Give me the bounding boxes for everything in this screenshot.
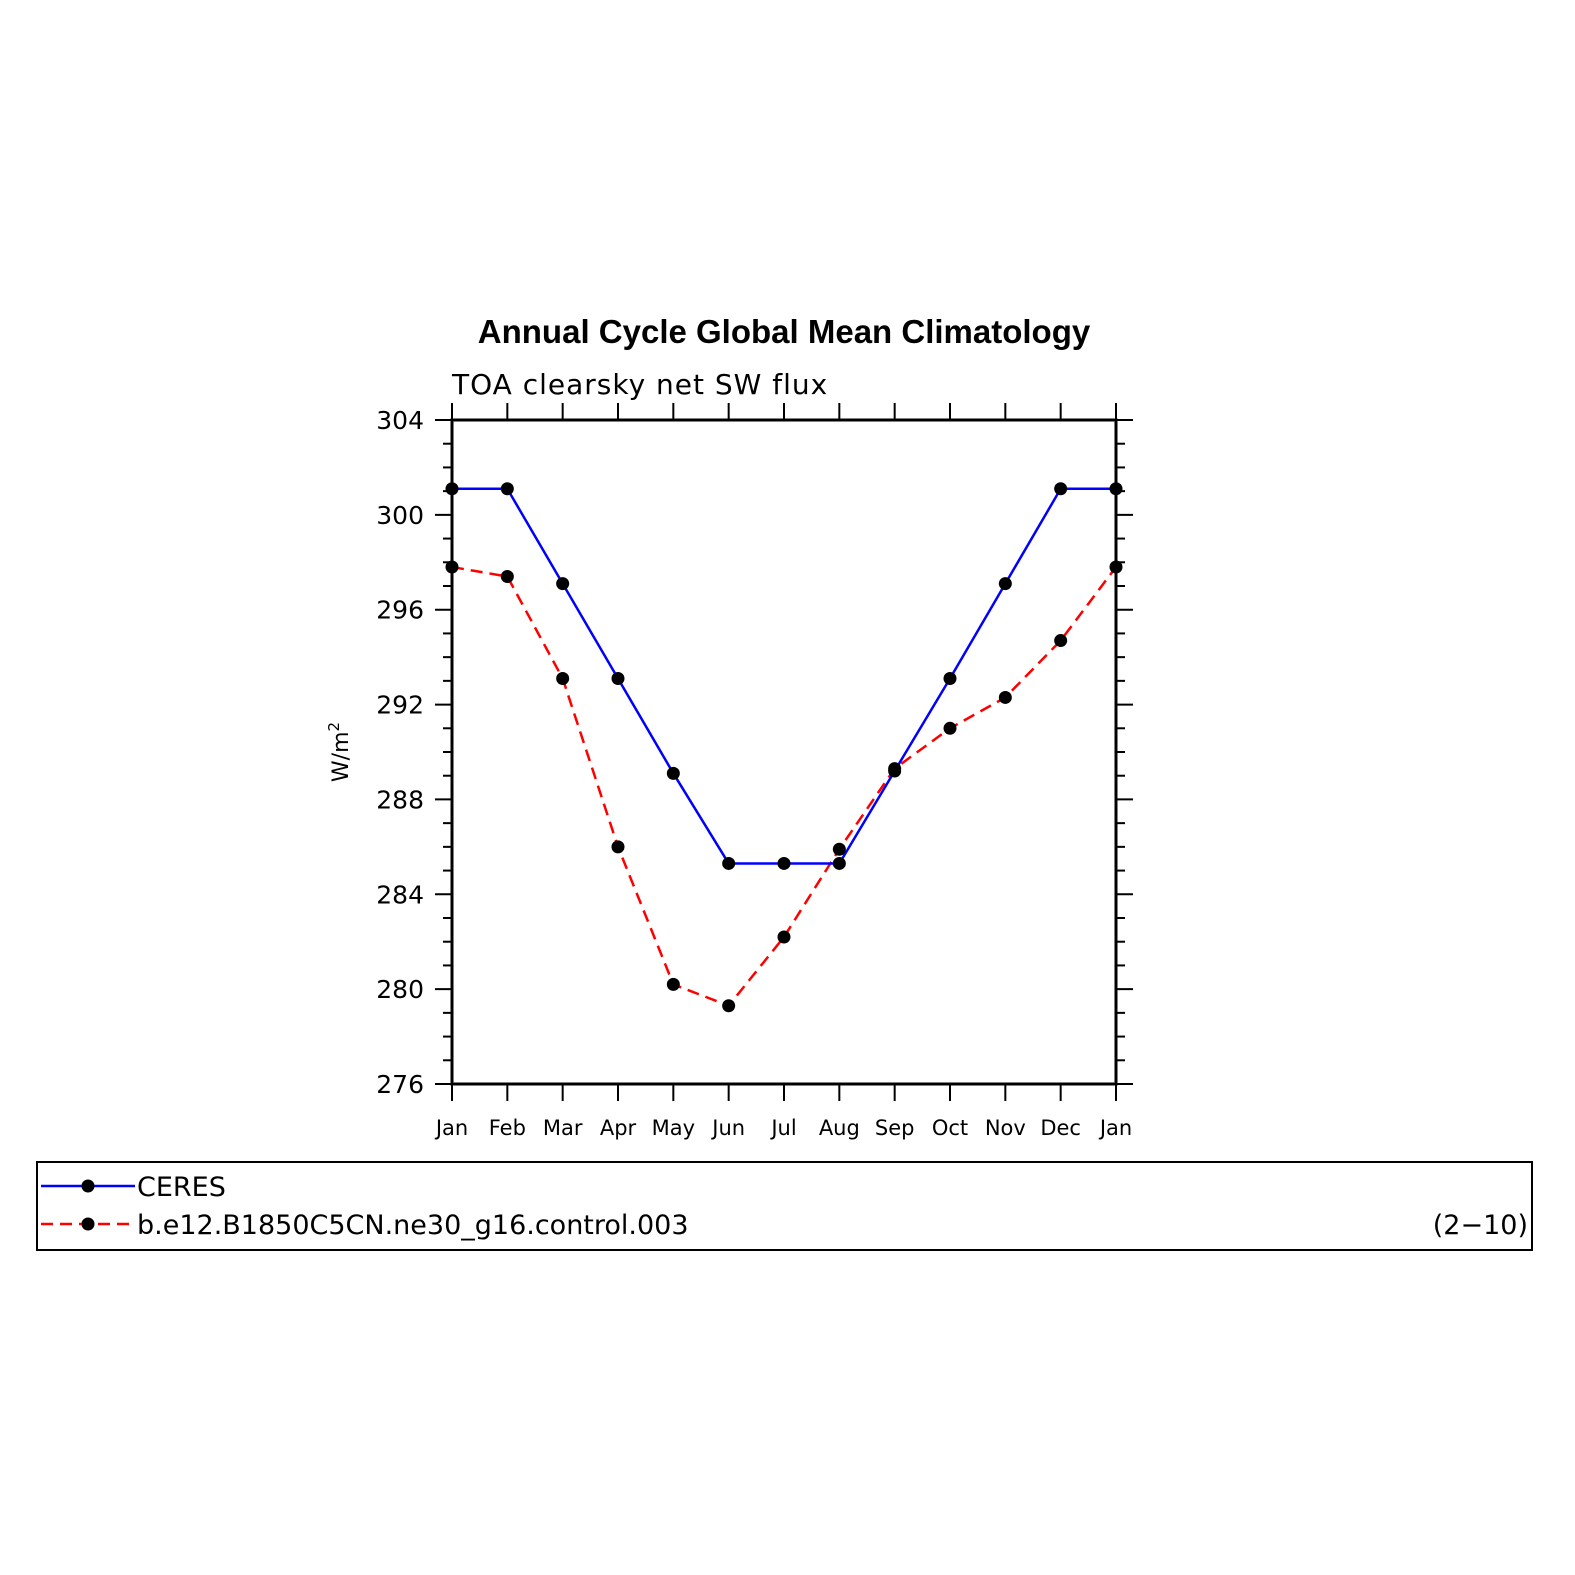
x-tick-label: Aug: [819, 1116, 860, 1140]
legend: (2−10) CERES b.e12.B1850C5CN.ne30_g16.con…: [36, 1161, 1533, 1251]
data-point: [943, 721, 957, 735]
data-point: [1054, 634, 1068, 648]
data-point: [777, 930, 791, 944]
y-axis-label: W/m2: [325, 722, 354, 782]
data-point: [666, 766, 680, 780]
plot-frame: [450, 418, 1118, 1086]
y-tick-label: 296: [376, 596, 424, 625]
x-tick-label: Apr: [600, 1116, 637, 1140]
legend-series-label: b.e12.B1850C5CN.ne30_g16.control.003: [137, 1210, 689, 1241]
data-point: [556, 577, 570, 591]
data-point: [1109, 482, 1123, 496]
data-point: [1054, 482, 1068, 496]
data-point: [666, 977, 680, 991]
x-tick-label: Jun: [710, 1116, 745, 1140]
data-point: [445, 482, 459, 496]
legend-marker-sample: [81, 1217, 95, 1231]
legend-note: (2−10): [1433, 1210, 1528, 1241]
x-tick-label: Jul: [769, 1116, 796, 1140]
data-point: [998, 577, 1012, 591]
series-line: [452, 487, 1116, 865]
data-point: [500, 482, 514, 496]
x-tick-label: Mar: [543, 1116, 583, 1140]
x-tick-label: Feb: [489, 1116, 526, 1140]
y-tick-label: 304: [376, 406, 424, 435]
data-point: [832, 856, 846, 870]
y-tick-label: 276: [376, 1070, 424, 1099]
y-axis-label-base: W/m: [329, 731, 354, 782]
y-tick-label: 288: [376, 785, 424, 814]
y-axis-label-superscript: 2: [325, 722, 343, 732]
y-tick-label: 284: [376, 880, 424, 909]
chart-title: Annual Cycle Global Mean Climatology: [478, 313, 1091, 350]
x-tick-label: May: [652, 1116, 695, 1140]
x-tick-label: Sep: [875, 1116, 915, 1140]
y-tick-label: 280: [376, 975, 424, 1004]
legend-series-label: CERES: [137, 1172, 226, 1203]
data-point: [777, 856, 791, 870]
x-tick-label: Jan: [1098, 1116, 1132, 1140]
y-tick-label: 292: [376, 691, 424, 720]
data-point: [500, 570, 514, 584]
x-tick-label: Nov: [985, 1116, 1026, 1140]
data-point: [943, 671, 957, 685]
legend-marker-sample: [81, 1179, 95, 1193]
x-tick-label: Oct: [932, 1116, 968, 1140]
legend-box: [36, 1161, 1533, 1251]
data-point: [611, 840, 625, 854]
data-point: [445, 560, 459, 574]
data-point: [722, 999, 736, 1013]
chart-subtitle: TOA clearsky net SW flux: [451, 368, 828, 401]
plot-area: 276 280 284 288 292 296 300 304 Jan Feb Mar Apr May J…: [376, 403, 1133, 1140]
data-point: [611, 671, 625, 685]
data-point: [1109, 560, 1123, 574]
x-tick-label: Dec: [1040, 1116, 1081, 1140]
data-point: [832, 842, 846, 856]
x-tick-label: Jan: [434, 1116, 468, 1140]
y-tick-label: 300: [376, 501, 424, 530]
data-point: [888, 764, 902, 778]
data-point: [556, 671, 570, 685]
data-point: [998, 690, 1012, 704]
data-point: [722, 856, 736, 870]
